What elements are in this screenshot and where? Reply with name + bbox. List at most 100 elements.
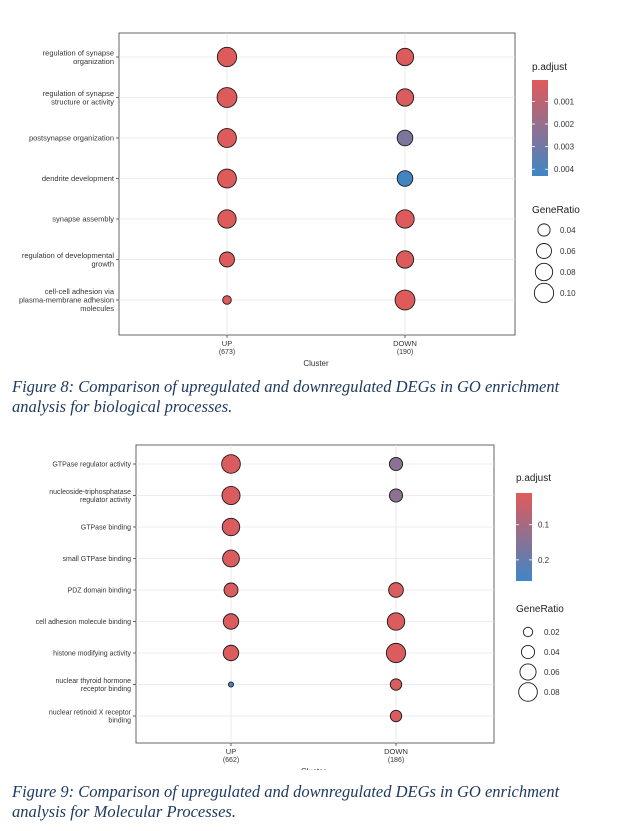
legend-size-circle-3 [518, 682, 538, 702]
legend-size-label-3: 0.10 [560, 289, 576, 298]
legend-color-title: p.adjust [532, 62, 567, 73]
plot-panel [118, 32, 516, 336]
legend-size-title: GeneRatio [532, 205, 580, 216]
data-point-up-0 [216, 46, 238, 68]
data-point-down-0 [388, 456, 404, 472]
chart-molecular-processes: GTPase regulator activity nucleoside-trip… [36, 444, 564, 770]
data-point-up-6 [222, 644, 240, 662]
data-point-down-7 [389, 678, 403, 691]
data-point-down-4 [395, 209, 415, 229]
data-point-up-4 [223, 582, 239, 598]
x-tick-label-down: DOWN [393, 339, 417, 348]
y-tick-label-5: regulation of developmental growth [22, 251, 114, 269]
y-tick-label-line: molecules [80, 304, 114, 313]
y-tick-label-line: receptor binding [81, 686, 131, 693]
data-point-up-5 [219, 251, 235, 268]
data-point-down-8 [389, 709, 403, 723]
y-tick-label-8: nuclear retinoid X receptor binding [49, 709, 132, 724]
data-point-up-5 [222, 613, 240, 630]
data-point-down-2 [396, 129, 414, 147]
y-tick-label-line: plasma-membrane adhesion [19, 296, 114, 305]
plot-panel [135, 444, 495, 744]
data-point-up-6 [222, 295, 232, 305]
legend-color-label-0: 0.1 [538, 521, 550, 530]
y-tick-label-2: postsynapse organization [29, 134, 114, 143]
legend-size-label-3: 0.08 [544, 688, 560, 697]
legend-color-label-3: 0.004 [554, 165, 575, 174]
y-tick-label-line: dendrite development [42, 174, 115, 183]
y-tick-label-4: synapse assembly [52, 215, 114, 224]
data-point-down-1 [388, 488, 404, 503]
y-tick-label-line: GTPase binding [81, 524, 131, 531]
legend-size-label-1: 0.04 [544, 648, 560, 657]
data-point-up-0 [221, 454, 241, 474]
legend-size-title: GeneRatio [516, 604, 564, 615]
y-tick-label-line: cell adhesion molecule binding [36, 619, 131, 626]
data-point-down-0 [395, 47, 415, 67]
legend-size-circle-2 [519, 663, 537, 681]
y-tick-label-7: nuclear thyroid hormone receptor binding [56, 678, 132, 693]
y-tick-label-line: histone modifying activity [53, 650, 131, 657]
data-point-up-2 [221, 517, 241, 537]
y-tick-label-0: GTPase regulator activity [52, 461, 131, 468]
legend-colorbar [516, 493, 532, 581]
data-point-down-5 [386, 612, 406, 631]
legend-size-label-2: 0.08 [560, 268, 576, 277]
x-tick-count-down: (190) [397, 349, 413, 356]
x-tick-count-up: (673) [219, 349, 235, 356]
y-tick-label-3: dendrite development [42, 174, 115, 183]
legend-size-label-2: 0.06 [544, 668, 560, 677]
legend-size-circle-2 [534, 262, 554, 282]
y-tick-label-line: binding [108, 717, 131, 724]
y-tick-label-line: small GTPase binding [63, 556, 132, 563]
y-tick-label-line: regulation of synapse [43, 89, 114, 98]
figure-9-caption: Figure 9: Comparison of upregulated and … [12, 782, 560, 821]
y-tick-label-6: histone modifying activity [53, 650, 131, 657]
x-tick-count-down: (186) [388, 757, 404, 764]
data-point-up-7 [227, 681, 235, 688]
y-tick-label-line: organization [73, 57, 114, 66]
figure-8-caption: Figure 8: Comparison of upregulated and … [12, 377, 560, 416]
y-tick-label-6: cell-cell adhesion via plasma-membrane ad… [19, 287, 115, 313]
y-tick-label-line: regulation of developmental [22, 251, 114, 260]
y-tick-label-line: synapse assembly [52, 215, 114, 224]
y-tick-label-line: nucleoside-triphosphatase [49, 489, 131, 496]
data-point-down-5 [395, 250, 415, 269]
x-tick-count-up: (662) [223, 757, 239, 764]
y-tick-label-line: structure or activity [51, 97, 114, 106]
data-point-down-4 [388, 582, 404, 598]
y-tick-label-line: cell-cell adhesion via [45, 287, 115, 296]
y-tick-label-1: nucleoside-triphosphatase regulator activ… [49, 489, 131, 504]
data-point-up-4 [217, 209, 237, 229]
y-tick-label-line: postsynapse organization [29, 134, 114, 143]
legend-size-label-1: 0.06 [560, 247, 576, 256]
legend-size-circle-1 [536, 243, 552, 259]
legend-size-label-0: 0.02 [544, 628, 560, 637]
data-point-down-6 [385, 642, 407, 664]
legend-size-label-0: 0.04 [560, 226, 576, 235]
legend-size-circle-0 [522, 626, 534, 638]
legend-color-label-1: 0.002 [554, 120, 575, 129]
data-point-down-6 [394, 289, 416, 311]
x-tick-label-down: DOWN [384, 747, 408, 756]
chart-biological-processes: regulation of synapse organizationregulat… [19, 32, 580, 368]
y-tick-label-line: regulator activity [80, 497, 131, 504]
data-point-up-2 [217, 128, 237, 148]
legend-size-circle-3 [533, 282, 555, 304]
data-point-up-1 [221, 486, 241, 505]
y-tick-label-3: small GTPase binding [63, 556, 132, 563]
data-point-down-1 [395, 88, 415, 107]
y-tick-label-0: regulation of synapse organization [43, 48, 114, 66]
legend-colorbar [532, 80, 548, 176]
legend-color-label-2: 0.003 [554, 143, 575, 152]
y-tick-label-2: GTPase binding [81, 524, 131, 531]
data-point-up-1 [216, 87, 238, 108]
x-tick-label-up: UP [222, 339, 232, 348]
y-tick-label-line: regulation of synapse [43, 48, 114, 57]
data-point-up-3 [222, 549, 240, 568]
legend-color-label-0: 0.001 [554, 97, 575, 106]
y-tick-label-1: regulation of synapse structure or activi… [43, 89, 115, 107]
x-tick-label-up: UP [226, 747, 236, 756]
y-tick-label-line: PDZ domain binding [68, 587, 132, 594]
legend-color-label-1: 0.2 [538, 556, 550, 565]
